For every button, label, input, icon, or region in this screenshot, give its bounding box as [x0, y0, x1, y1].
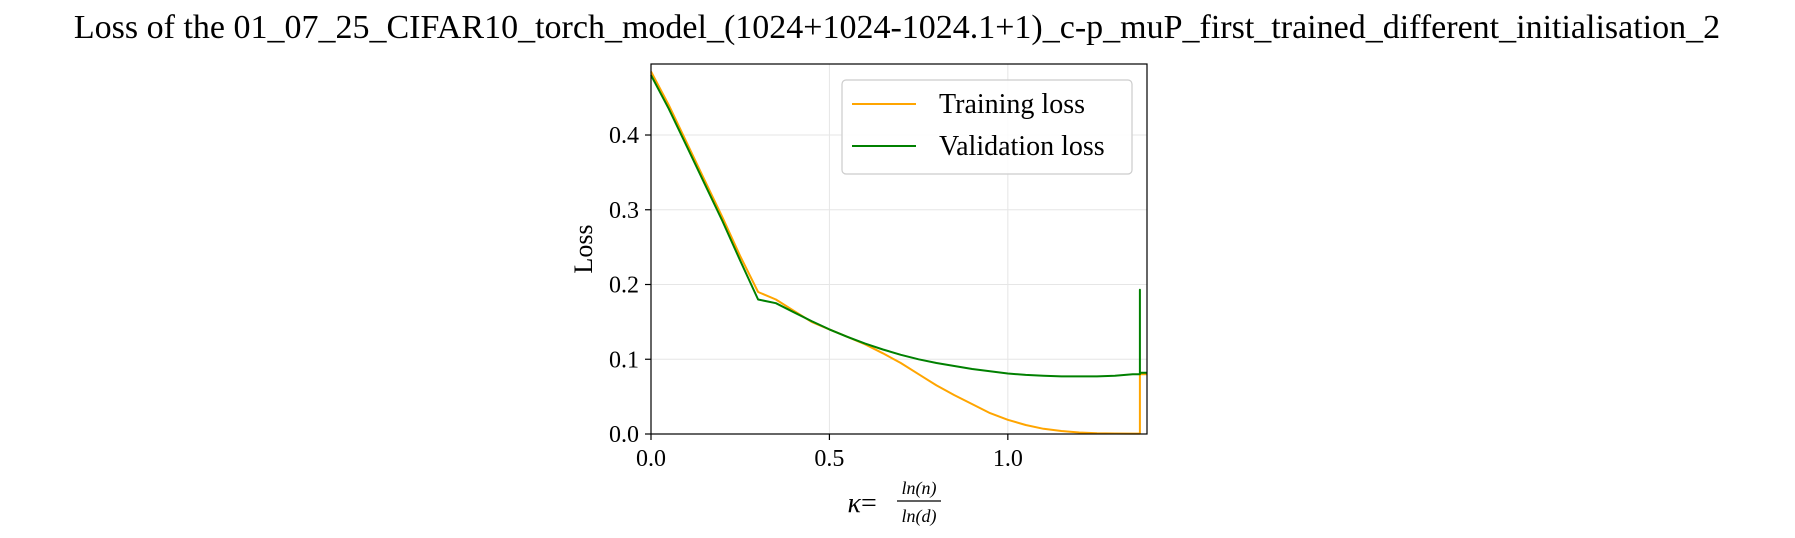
- x-tick-label-1: 0.5: [814, 446, 844, 472]
- y-tick-label-4: 0.4: [609, 123, 639, 149]
- y-tick-label-1: 0.1: [609, 347, 639, 373]
- legend-items: Training loss Validation loss: [852, 89, 1105, 162]
- y-tick-label-3: 0.3: [609, 198, 639, 224]
- legend-label-0: Training loss: [939, 89, 1085, 120]
- x-axis-label-equals: =: [861, 488, 877, 519]
- chart-title: Loss of the 01_07_25_CIFAR10_torch_model…: [74, 9, 1720, 46]
- legend-label-1: Validation loss: [939, 131, 1105, 162]
- legend: Training loss Validation loss: [841, 79, 1133, 175]
- axis-ticks: 0.0 0.5 1.0 0.0 0.1 0.2 0.3 0.4: [609, 123, 1023, 472]
- x-axis-label-numerator: ln(n): [902, 478, 937, 499]
- y-tick-label-2: 0.2: [609, 273, 639, 299]
- plot-frame: [650, 63, 1148, 435]
- y-axis-label: Loss: [569, 224, 598, 273]
- series-line-1: [650, 74, 1147, 378]
- x-tick-label-0: 0.0: [636, 446, 666, 472]
- x-tick-label-2: 1.0: [993, 446, 1023, 472]
- x-axis-label-symbol: κ: [848, 488, 862, 519]
- y-tick-label-0: 0.0: [609, 422, 639, 448]
- x-axis-label-denominator: ln(d): [902, 506, 937, 527]
- x-axis-label: κ = ln(n) ln(d): [848, 478, 941, 527]
